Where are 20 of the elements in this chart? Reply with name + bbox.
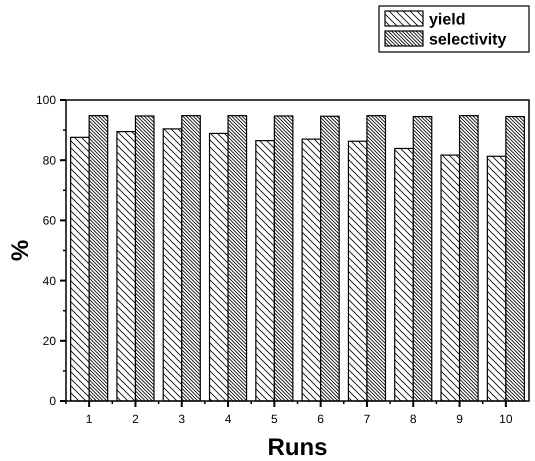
y-tick-label: 60 bbox=[42, 214, 56, 228]
x-tick-label: 6 bbox=[317, 412, 324, 426]
x-axis-title: Runs bbox=[268, 434, 328, 461]
y-tick-label: 100 bbox=[36, 93, 56, 108]
legend-label: selectivity bbox=[429, 32, 506, 49]
x-tick-label: 7 bbox=[364, 412, 371, 426]
y-tick-label: 80 bbox=[42, 153, 56, 168]
x-tick-label: 1 bbox=[86, 412, 93, 426]
y-tick-label: 20 bbox=[42, 334, 56, 348]
y-tick-label: 40 bbox=[42, 274, 56, 288]
y-tick-label: 0 bbox=[49, 394, 56, 408]
y-axis-title: % bbox=[7, 240, 34, 262]
x-tick-label: 9 bbox=[456, 412, 464, 426]
x-tick-label: 2 bbox=[132, 412, 140, 426]
x-tick-label: 3 bbox=[178, 412, 186, 426]
x-tick-label: 4 bbox=[224, 412, 232, 426]
x-tick-label: 8 bbox=[410, 412, 417, 426]
legend-label: yield bbox=[429, 12, 466, 29]
x-tick-label: 10 bbox=[499, 412, 513, 426]
x-tick-label: 5 bbox=[271, 412, 278, 426]
